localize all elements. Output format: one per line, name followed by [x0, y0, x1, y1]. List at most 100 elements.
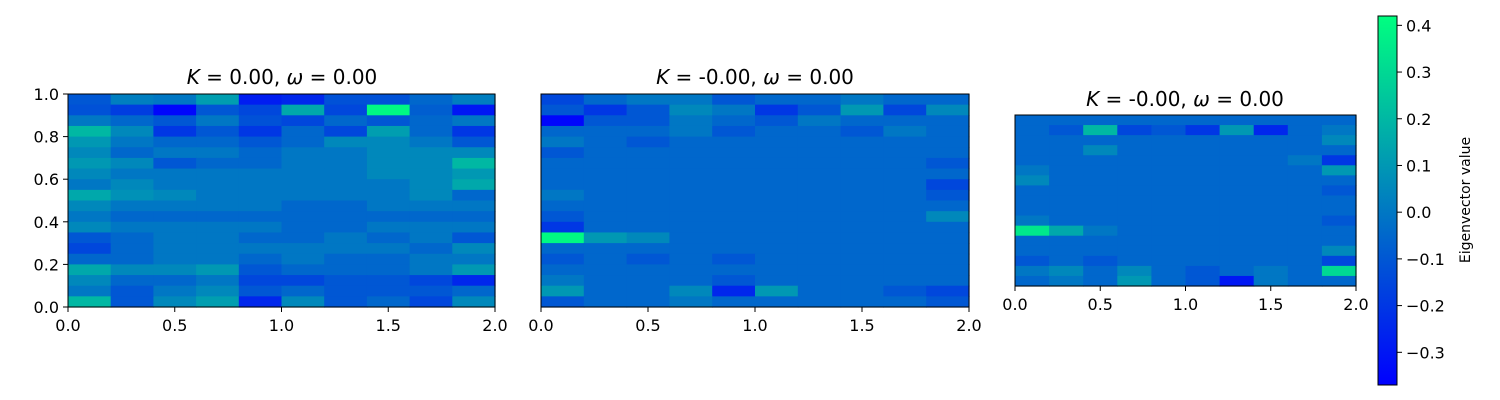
heatmap-cell — [366, 285, 411, 297]
heatmap-cell — [1219, 275, 1255, 287]
heatmap-cell — [840, 211, 884, 223]
heatmap-cell — [238, 232, 283, 244]
heatmap-cell — [626, 94, 670, 106]
heatmap-cell — [669, 285, 713, 297]
y-tick-label: 0.4 — [34, 213, 59, 232]
colorbar-label: Eigenvector value — [1458, 137, 1474, 263]
heatmap-cell — [68, 189, 112, 202]
heatmap-cell — [541, 264, 585, 276]
heatmap-cell — [196, 147, 240, 159]
heatmap-cell — [583, 243, 628, 255]
heatmap-cell — [583, 157, 628, 170]
heatmap-cell — [366, 147, 411, 159]
heatmap-cell — [1321, 215, 1357, 227]
heatmap-cell — [1287, 155, 1323, 166]
heatmap-cell — [110, 243, 154, 255]
heatmap-cell — [883, 115, 927, 127]
heatmap-cell — [1321, 175, 1357, 187]
heatmap-cell — [840, 168, 884, 180]
heatmap-cell — [626, 296, 670, 308]
heatmap-cell — [755, 168, 799, 180]
heatmap-cell — [1117, 115, 1152, 126]
heatmap-cell — [712, 147, 756, 159]
heatmap-cell — [1049, 145, 1084, 156]
heatmap-cell — [1015, 235, 1050, 247]
heatmap-cell — [324, 115, 368, 127]
heatmap-cell — [324, 253, 368, 265]
heatmap-cell — [1287, 255, 1323, 267]
heatmap-cell — [926, 264, 970, 276]
x-tick-label: 0.5 — [1088, 295, 1113, 314]
heatmap-cell — [196, 211, 240, 223]
heatmap-cell — [669, 243, 713, 255]
heatmap-cell — [281, 296, 325, 308]
heatmap-cell — [626, 253, 670, 265]
heatmap-cell — [541, 253, 585, 265]
heatmap-cell — [669, 168, 713, 180]
heatmap-cell — [755, 296, 799, 308]
heatmap-cell — [1253, 245, 1289, 257]
colorbar-tick-label: 0.1 — [1406, 156, 1431, 175]
heatmap-cell — [110, 253, 154, 265]
heatmap-cell — [926, 253, 970, 265]
heatmap-cell — [1185, 185, 1221, 197]
heatmap-cell — [110, 179, 154, 191]
heatmap-cell — [1117, 215, 1152, 227]
heatmap-cell — [926, 94, 970, 106]
heatmap-cell — [324, 104, 368, 116]
heatmap-cell — [324, 232, 368, 244]
colorbar-tick-label: 0.2 — [1406, 110, 1431, 129]
heatmap-cell — [1219, 225, 1255, 237]
heatmap-cell — [68, 296, 112, 308]
x-tick-label: 1.5 — [1258, 295, 1283, 314]
heatmap-cell — [153, 115, 197, 127]
heatmap-cell — [1321, 275, 1357, 287]
heatmap-cell — [366, 189, 411, 202]
heatmap-cell — [1219, 255, 1255, 267]
heatmap-cell — [883, 104, 927, 116]
heatmap-cell — [583, 147, 628, 159]
heatmap-cell — [926, 275, 970, 287]
heatmap-cell — [1049, 175, 1084, 187]
heatmap-cell — [797, 147, 842, 159]
heatmap-cell — [883, 200, 927, 212]
x-tick-label: 1.5 — [849, 316, 874, 335]
heatmap-cell — [1117, 255, 1152, 267]
heatmap-cell — [324, 221, 368, 234]
heatmap-cell — [324, 147, 368, 159]
heatmap-cell — [797, 275, 842, 287]
heatmap-cell — [452, 189, 496, 202]
heatmap-cell — [409, 168, 453, 180]
heatmap-cell — [452, 94, 496, 106]
heatmap-cell — [1117, 125, 1152, 136]
panel-3-axes: 0.0 0.5 1.0 1.5 2.0 — [1002, 286, 1369, 314]
heatmap-cell — [1117, 155, 1152, 166]
heatmap-cell — [1219, 245, 1255, 257]
heatmap-cell — [712, 200, 756, 212]
heatmap-cell — [1015, 205, 1050, 217]
heatmap-cell — [1253, 125, 1289, 136]
heatmap-cell — [626, 232, 670, 244]
heatmap-cell — [281, 147, 325, 159]
heatmap-cell — [626, 168, 670, 180]
heatmap-cell — [755, 147, 799, 159]
heatmap-cell — [840, 243, 884, 255]
heatmap-cell — [1253, 175, 1289, 187]
heatmap-cell — [883, 189, 927, 202]
heatmap-cell — [840, 253, 884, 265]
heatmap-cell — [797, 125, 842, 138]
heatmap-cell — [626, 275, 670, 287]
heatmap-cell — [712, 104, 756, 116]
heatmap-cell — [409, 157, 453, 170]
heatmap-cell — [1253, 265, 1289, 277]
heatmap-cell — [409, 296, 453, 308]
heatmap-cell — [1049, 155, 1084, 166]
heatmap-cell — [1321, 265, 1357, 277]
heatmap-cell — [840, 275, 884, 287]
heatmap-cell — [366, 243, 411, 255]
heatmap-cell — [452, 125, 496, 138]
heatmap-cell — [669, 136, 713, 148]
heatmap-cell — [153, 296, 197, 308]
heatmap-cell — [755, 94, 799, 106]
